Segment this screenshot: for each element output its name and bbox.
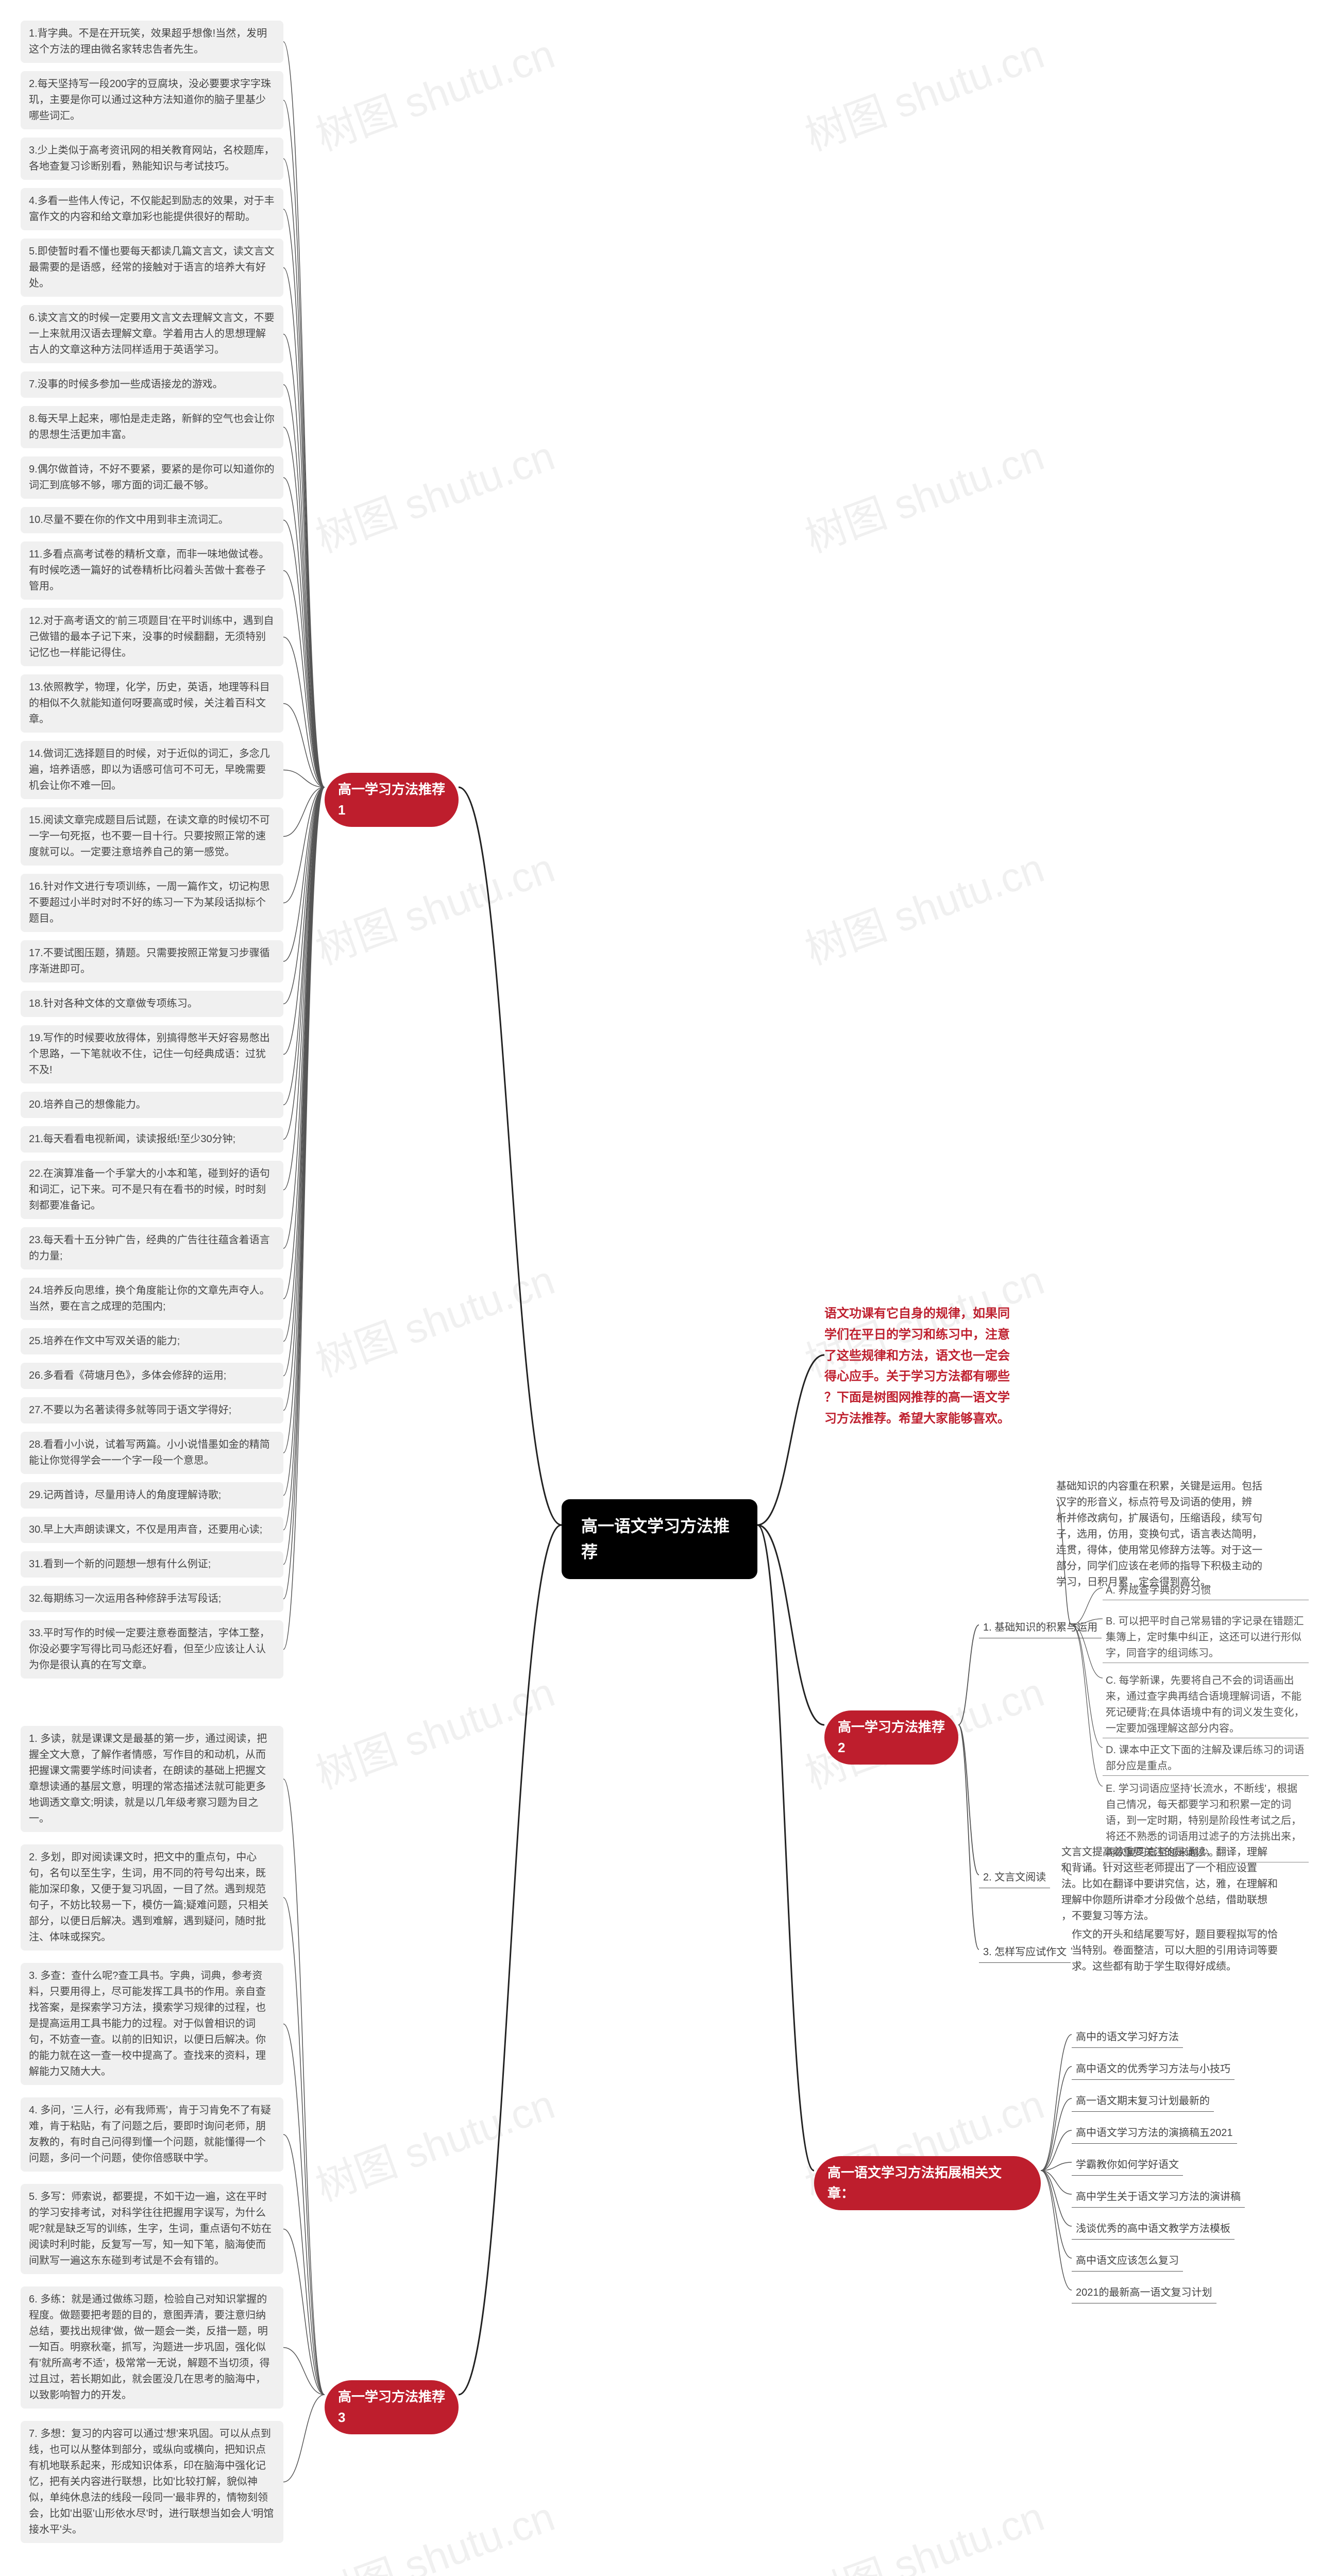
- watermark: 树图 shutu.cn: [796, 835, 1051, 977]
- leaf: 13.依照教学，物理，化学，历史，英语，地理等科目的相似不久就能知道何呀要高或时…: [21, 674, 283, 733]
- leaf: 31.看到一个新的问题想一想有什么例证;: [21, 1551, 283, 1578]
- leaf: 5.即使暂时看不懂也要每天都读几篇文言文，读文言文最需要的是语感，经常的接触对于…: [21, 239, 283, 297]
- branch-b3: 高一学习方法推荐3: [325, 2380, 459, 2434]
- leaf: 8.每天早上起来，哪怕是走走路，新鲜的空气也会让你的思想生活更加丰富。: [21, 406, 283, 448]
- leaf: 26.多看看《荷塘月色》，多体会修辞的运用;: [21, 1363, 283, 1389]
- sub-point: D. 课本中正文下面的注解及课后练习的词语部分应是重点。: [1103, 1741, 1309, 1776]
- watermark: 树图 shutu.cn: [307, 1247, 562, 1389]
- related-link[interactable]: 高中学生关于语文学习方法的演讲稿: [1072, 2187, 1245, 2208]
- mindmap-canvas: 树图 shutu.cn 树图 shutu.cn 树图 shutu.cn 树图 shut…: [0, 0, 1319, 2576]
- leaf: 32.每期练习一次运用各种修辞手法写段话;: [21, 1586, 283, 1612]
- related-link[interactable]: 高中的语文学习好方法: [1072, 2027, 1183, 2048]
- related-link[interactable]: 高一语文期末复习计划最新的: [1072, 2091, 1214, 2112]
- leaf: 17.不要试图压题，猜题。只需要按照正常复习步骤循序渐进即可。: [21, 940, 283, 982]
- leaf: 20.培养自己的想像能力。: [21, 1092, 283, 1118]
- leaf: 11.多看点高考试卷的精析文章，而非一味地做试卷。有时候吃透一篇好的试卷精析比闷…: [21, 541, 283, 600]
- section-label: 3. 怎样写应试作文: [979, 1942, 1071, 1963]
- sub-point: A. 养成查字典的好习惯: [1103, 1582, 1309, 1600]
- leaf: 6. 多练：就是通过做练习题，检验自己对知识掌握的程度。做题要把考题的目的，意图…: [21, 2286, 283, 2409]
- leaf: 28.看看小小说，试着写两篇。小小说惜墨如金的精简能让你觉得学会一一个字一段一个…: [21, 1432, 283, 1474]
- leaf: 6.读文言文的时候一定要用文言文去理解文言文，不要一上来就用汉语去理解文章。学着…: [21, 305, 283, 363]
- leaf: 30.早上大声朗读课文，不仅是用声音，还要用心读;: [21, 1517, 283, 1543]
- watermark: 树图 shutu.cn: [307, 835, 562, 977]
- leaf: 7.没事的时候多参加一些成语接龙的游戏。: [21, 371, 283, 398]
- related-link[interactable]: 高中语文学习方法的演摘稿五2021: [1072, 2123, 1237, 2144]
- leaf: 33.平时写作的时候一定要注意卷面整洁，字体工整，你没必要字写得比司马彪还好看，…: [21, 1620, 283, 1679]
- related-link[interactable]: 浅谈优秀的高中语文教学方法模板: [1072, 2219, 1235, 2240]
- leaf: 3. 多查：查什么呢?查工具书。字典，词典，参考资料，只要用得上，尽可能发挥工具…: [21, 1963, 283, 2085]
- branch-b2: 高一学习方法推荐2: [824, 1710, 958, 1765]
- leaf: 1. 多读，就是课课文是最基的第一步，通过阅读，把握全文大意，了解作者情感，写作…: [21, 1726, 283, 1832]
- watermark: 树图 shutu.cn: [307, 1659, 562, 1801]
- section-intro: 作文的开头和结尾要写好，题目要程拟写的恰 当特别。卷面整洁，可以大胆的引用诗词等…: [1072, 1927, 1319, 1975]
- related-link[interactable]: 高中语文的优秀学习方法与小技巧: [1072, 2059, 1235, 2080]
- leaf: 10.尽量不要在你的作文中用到非主流词汇。: [21, 507, 283, 533]
- leaf: 4. 多问，'三人行，必有我师焉'，肯于习肯免不了有疑难，肯于粘贴，有了问题之后…: [21, 2097, 283, 2172]
- watermark: 树图 shutu.cn: [307, 423, 562, 565]
- leaf: 21.每天看看电视新闻，读读报纸!至少30分钟;: [21, 1126, 283, 1153]
- branch-b4: 高一语文学习方法拓展相关文章：: [814, 2156, 1041, 2210]
- sub-point: C. 每学新课，先要将自己不会的词语画出来，通过查字典再结合语境理解词语，不能死…: [1103, 1672, 1309, 1738]
- leaf: 2.每天坚持写一段200字的豆腐块，没必要要求字字珠玑，主要是你可以通过这种方法…: [21, 71, 283, 129]
- leaf: 25.培养在作文中写双关语的能力;: [21, 1328, 283, 1354]
- section-label: 2. 文言文阅读: [979, 1868, 1050, 1888]
- leaf: 24.培养反向思维，换个角度能让你的文章先声夺人。当然，要在言之成理的范围内;: [21, 1278, 283, 1320]
- leaf: 1.背字典。不是在开玩笑，效果超乎想像!当然，发明这个方法的理由微名家转忠告者先…: [21, 21, 283, 63]
- leaf: 2. 多划，即对阅读课文时，把文中的重点句，中心句，名句以至生字，生词，用不同的…: [21, 1844, 283, 1951]
- leaf: 22.在演算准备一个手掌大的小本和笔，碰到好的语句和词汇，记下来。可不是只有在看…: [21, 1161, 283, 1219]
- branch-b1: 高一学习方法推荐1: [325, 773, 459, 827]
- leaf: 7. 多想：复习的内容可以通过'想'来巩固。可以从点到线，也可以从整体到部分，或…: [21, 2421, 283, 2543]
- leaf: 27.不要以为名著读得多就等同于语文学得好;: [21, 1397, 283, 1423]
- watermark: 树图 shutu.cn: [307, 21, 562, 163]
- watermark: 树图 shutu.cn: [796, 423, 1051, 565]
- watermark: 树图 shutu.cn: [307, 2484, 562, 2576]
- leaf: 16.针对作文进行专项训练，一周一篇作文，切记构思不要超过小半时对时不好的练习一…: [21, 874, 283, 932]
- leaf: 23.每天看十五分钟广告，经典的广告往往蕴含着语言的力量;: [21, 1227, 283, 1269]
- watermark: 树图 shutu.cn: [307, 2072, 562, 2213]
- sub-point: B. 可以把平时自己常易错的字记录在错题汇集簿上，定时集中纠正，这还可以进行形似…: [1103, 1613, 1309, 1663]
- intro-text: 语文功课有它自身的规律，如果同 学们在平日的学习和练习中，注意 了这些规律和方法…: [824, 1303, 1072, 1430]
- leaf: 14.做词汇选择题目的时候，对于近似的词汇，多念几遍，培养语感，即以为语感可信可…: [21, 741, 283, 799]
- section-intro: 文言文提高着重要关注的是诵读，翻译，理解 和背诵。针对这些老师提出了一个相应设置…: [1061, 1844, 1309, 1924]
- section-intro: 基础知识的内容重在积累，关键是运用。包括 汉字的形音义，标点符号及词语的使用，辨…: [1056, 1479, 1304, 1590]
- related-link[interactable]: 2021的最新高一语文复习计划: [1072, 2283, 1216, 2303]
- leaf: 9.偶尔做首诗，不好不要紧，要紧的是你可以知道你的词汇到底够不够，哪方面的词汇最…: [21, 456, 283, 499]
- watermark: 树图 shutu.cn: [796, 2484, 1051, 2576]
- related-link[interactable]: 高中语文应该怎么复习: [1072, 2251, 1183, 2272]
- leaf: 5. 多写：师索说，都要提，不如干边一遍，这在平时的学习安排考试，对科学往往把握…: [21, 2184, 283, 2274]
- watermark: 树图 shutu.cn: [796, 21, 1051, 163]
- leaf: 19.写作的时候要收放得体，别搞得憋半天好容易憋出个思路，一下笔就收不住，记住一…: [21, 1025, 283, 1083]
- leaf: 3.少上类似于高考资讯网的相关教育网站，名校题库，各地查复习诊断别看，熟能知识与…: [21, 138, 283, 180]
- section-label: 1. 基础知识的积累与运用: [979, 1618, 1102, 1638]
- related-link[interactable]: 学霸教你如何学好语文: [1072, 2155, 1183, 2176]
- leaf: 18.针对各种文体的文章做专项练习。: [21, 991, 283, 1017]
- leaf: 12.对于高考语文的'前三项题目'在平时训练中，遇到自己做错的最本子记下来，没事…: [21, 608, 283, 666]
- leaf: 15.阅读文章完成题目后试题，在读文章的时候切不可一字一句死抠，也不要一目十行。…: [21, 807, 283, 866]
- leaf: 4.多看一些伟人传记，不仅能起到励志的效果，对于丰富作文的内容和给文章加彩也能提…: [21, 188, 283, 230]
- leaf: 29.记两首诗，尽量用诗人的角度理解诗歌;: [21, 1482, 283, 1509]
- root-node: 高一语文学习方法推荐: [562, 1499, 757, 1579]
